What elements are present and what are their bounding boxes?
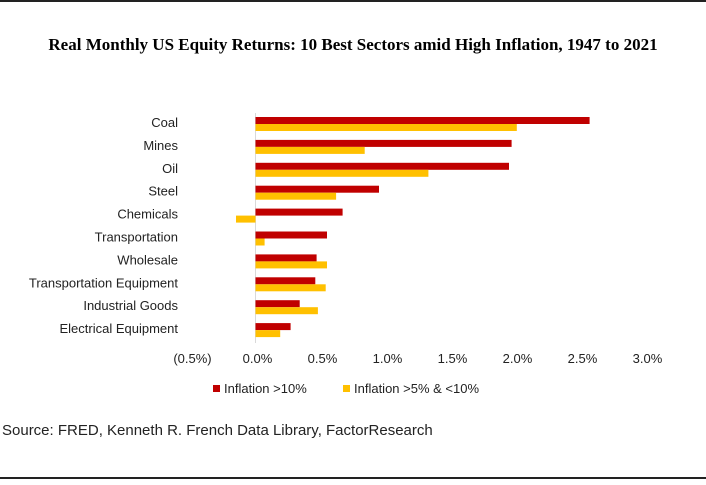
- bar-inflation-5-to-10: [255, 192, 337, 200]
- category-label: Mines: [143, 138, 178, 153]
- bar-inflation-over-10: [255, 185, 379, 193]
- category-label: Transportation Equipment: [29, 275, 178, 290]
- legend-label: Inflation >10%: [224, 381, 307, 396]
- chart-title: Real Monthly US Equity Returns: 10 Best …: [48, 35, 658, 54]
- bar-chart: Coal Mines Oil Steel Chemicals Transportation…: [29, 113, 663, 396]
- bar-inflation-5-to-10: [255, 284, 326, 292]
- category-label: Oil: [162, 161, 178, 176]
- category-label: Coal: [151, 115, 178, 130]
- bar-inflation-5-to-10: [255, 169, 429, 177]
- category-label: Chemicals: [117, 207, 178, 222]
- top-rule: [0, 0, 706, 2]
- legend-label: Inflation >5% & <10%: [354, 381, 479, 396]
- bar-inflation-5-to-10: [255, 238, 265, 246]
- source-note: Source: FRED, Kenneth R. French Data Lib…: [2, 422, 433, 439]
- x-tick-label: (0.5%): [173, 351, 211, 366]
- legend-swatch: [213, 385, 220, 392]
- category-label: Wholesale: [117, 252, 178, 267]
- bar-inflation-over-10: [255, 254, 317, 262]
- bar-inflation-over-10: [255, 139, 512, 147]
- bar-inflation-over-10: [255, 208, 343, 216]
- bar-inflation-over-10: [255, 277, 316, 285]
- bar-inflation-over-10: [255, 162, 509, 170]
- bar-inflation-5-to-10: [255, 146, 365, 154]
- category-label: Steel: [148, 184, 178, 199]
- x-tick-label: 1.0%: [373, 351, 403, 366]
- bar-inflation-5-to-10: [255, 330, 281, 338]
- bar-inflation-5-to-10: [255, 124, 517, 131]
- bar-inflation-over-10: [255, 323, 291, 331]
- x-tick-label: 0.0%: [243, 351, 273, 366]
- bar-inflation-over-10: [255, 300, 300, 308]
- category-label: Transportation: [95, 230, 178, 245]
- bar-inflation-over-10: [255, 231, 327, 239]
- bottom-rule: [0, 477, 706, 479]
- bar-inflation-5-to-10: [236, 215, 256, 223]
- legend-swatch: [343, 385, 350, 392]
- category-label: Electrical Equipment: [60, 321, 179, 336]
- x-tick-label: 2.5%: [568, 351, 598, 366]
- x-tick-label: 2.0%: [503, 351, 533, 366]
- x-tick-label: 1.5%: [438, 351, 468, 366]
- bar-inflation-5-to-10: [255, 261, 327, 269]
- category-label: Industrial Goods: [83, 298, 178, 313]
- x-tick-label: 0.5%: [308, 351, 338, 366]
- bar-inflation-over-10: [255, 117, 590, 124]
- x-tick-label: 3.0%: [633, 351, 663, 366]
- bar-inflation-5-to-10: [255, 307, 318, 315]
